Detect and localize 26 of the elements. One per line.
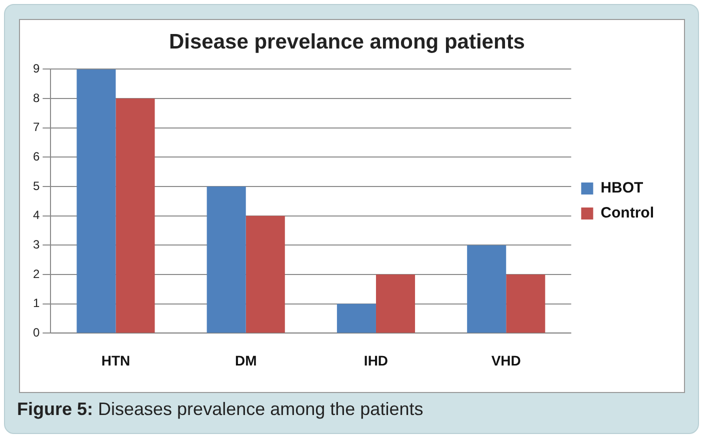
bar [246, 216, 285, 333]
y-tick-label: 2 [32, 266, 40, 281]
y-tick-label: 7 [32, 120, 40, 134]
bar [116, 98, 155, 333]
y-tick-label: 3 [32, 238, 40, 252]
x-tick-label: IHD [364, 352, 388, 368]
chart-title: Disease prevelance among patients [169, 30, 525, 54]
y-tick-label: 1 [32, 296, 40, 310]
x-tick-label: HTN [101, 352, 130, 368]
bar [206, 186, 246, 333]
y-tick-label: 0 [32, 326, 40, 340]
y-tick-label: 5 [32, 178, 40, 193]
x-tick-label: DM [234, 352, 257, 368]
legend-label: Control [600, 204, 654, 222]
bar [76, 69, 116, 333]
x-tick-label: VHD [491, 352, 521, 368]
y-tick-label: 8 [32, 90, 40, 105]
bar [506, 274, 546, 333]
bar [467, 245, 506, 333]
y-tick-label: 9 [32, 62, 40, 76]
caption: Figure 5: Diseases prevalence among the patients [17, 399, 424, 420]
y-tick-label: 4 [32, 208, 40, 222]
legend-label: HBOT [600, 180, 644, 197]
y-tick-label: 6 [32, 150, 40, 164]
bar [376, 274, 416, 333]
bar [336, 304, 376, 333]
